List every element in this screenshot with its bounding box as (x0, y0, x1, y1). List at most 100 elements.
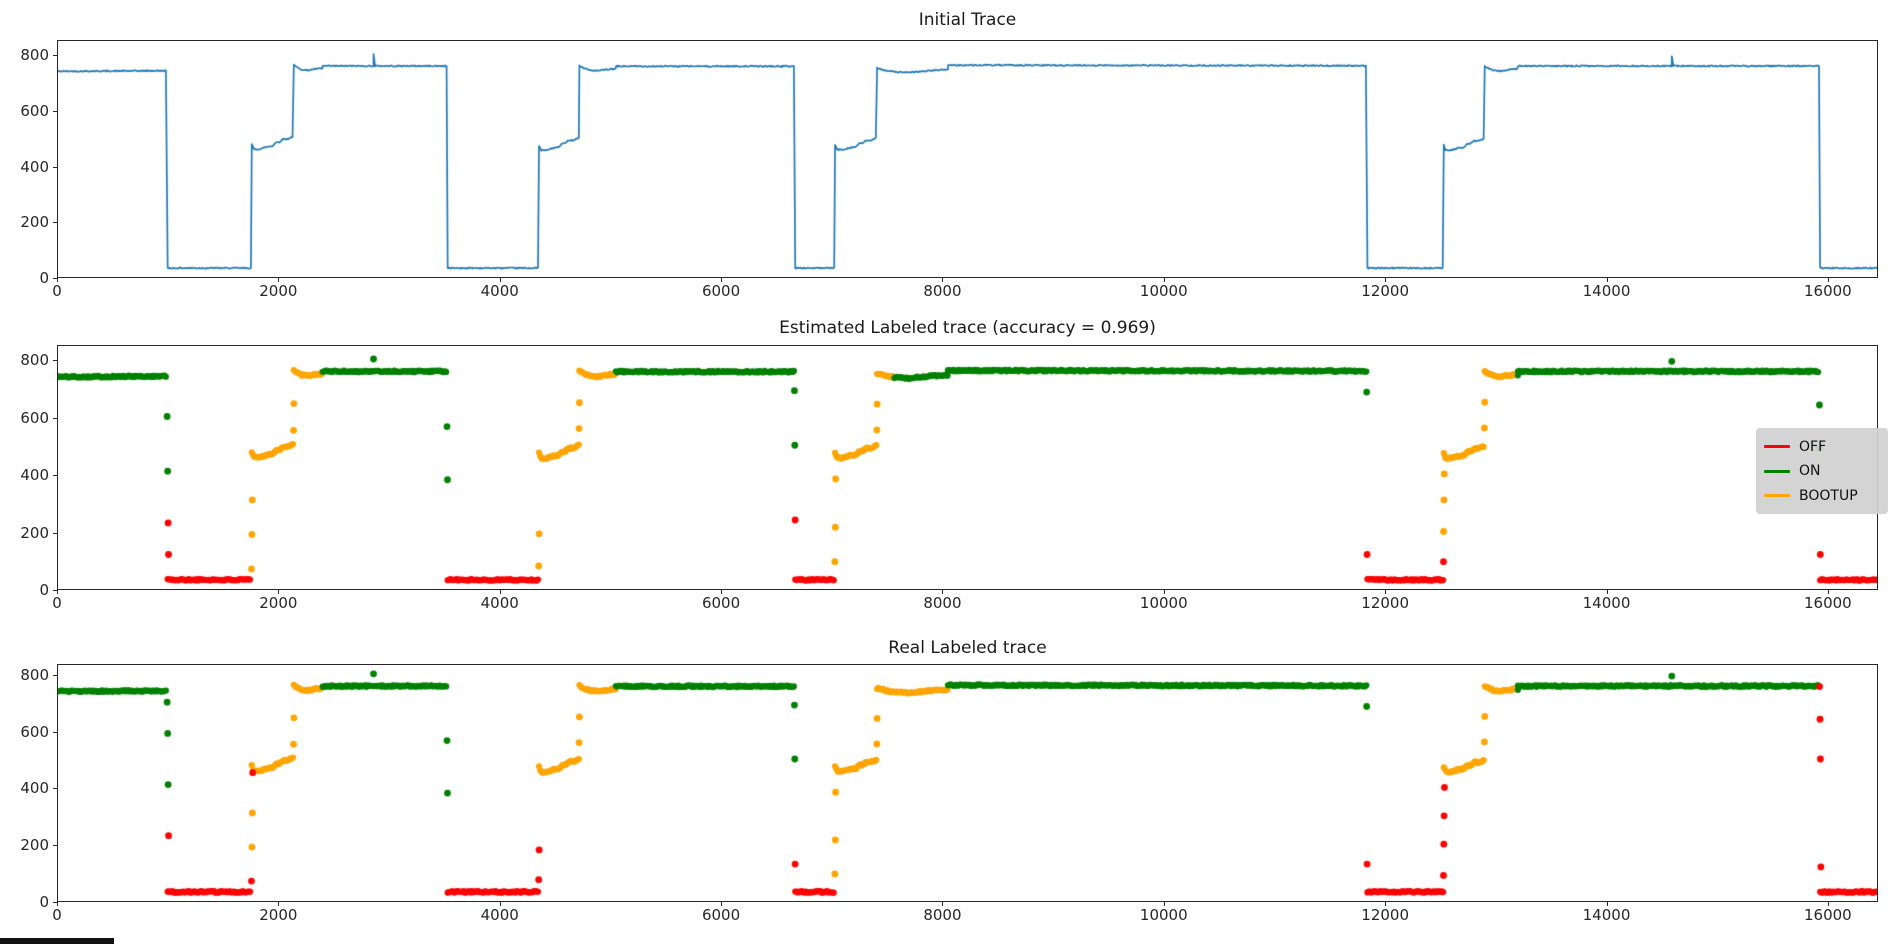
y-tick-mark (53, 731, 57, 733)
y-tick-label: 0 (39, 893, 49, 911)
x-tick-mark (1827, 278, 1829, 282)
y-tick-label: 600 (20, 722, 49, 741)
x-tick-label: 12000 (1361, 282, 1409, 300)
y-tick-mark (53, 222, 57, 224)
y-tick-mark (53, 845, 57, 847)
y-tick-mark (53, 788, 57, 790)
x-tick-mark (1385, 278, 1387, 282)
y-tick-mark (53, 110, 57, 112)
y-tick-label: 400 (20, 779, 49, 798)
y-tick-mark (53, 674, 57, 676)
x-tick-label: 16000 (1804, 282, 1852, 300)
y-tick-label: 200 (20, 523, 49, 542)
x-tick-label: 8000 (923, 594, 962, 612)
x-tick-label: 0 (52, 906, 62, 924)
x-tick-label: 2000 (259, 594, 298, 612)
x-tick-label: 8000 (923, 282, 962, 300)
y-tick-mark (53, 590, 57, 591)
x-tick-mark (57, 278, 58, 282)
x-tick-mark (278, 278, 280, 282)
x-tick-label: 0 (52, 282, 62, 300)
y-tick-label: 0 (39, 581, 49, 599)
x-tick-label: 6000 (701, 906, 741, 924)
x-tick-label: 2000 (259, 282, 298, 300)
x-tick-label: 14000 (1582, 594, 1631, 612)
legend-entry-bootup: BOOTUP (1764, 488, 1880, 504)
x-tick-label: 0 (52, 594, 62, 612)
x-tick-mark (499, 902, 501, 906)
x-tick-mark (1606, 278, 1608, 282)
x-tick-mark (499, 590, 501, 594)
y-tick-mark (53, 532, 57, 534)
x-tick-mark (721, 902, 723, 906)
real-trace-axes (57, 664, 1878, 902)
x-tick-mark (1163, 902, 1165, 906)
initial-trace-title: Initial Trace (918, 10, 1017, 30)
x-tick-label: 2000 (259, 906, 298, 924)
y-tick-label: 200 (20, 836, 49, 855)
y-tick-label: 600 (20, 101, 49, 120)
x-tick-label: 16000 (1804, 594, 1852, 612)
x-tick-mark (1827, 590, 1829, 594)
on-line-swatch (1764, 469, 1790, 473)
x-tick-label: 14000 (1582, 906, 1631, 924)
x-tick-label: 12000 (1361, 906, 1409, 924)
x-tick-label: 14000 (1582, 282, 1631, 300)
x-tick-mark (499, 278, 501, 282)
x-tick-label: 8000 (923, 906, 962, 924)
x-tick-mark (1163, 590, 1165, 594)
x-tick-mark (1606, 902, 1608, 906)
x-tick-label: 10000 (1139, 906, 1188, 924)
x-tick-mark (57, 590, 58, 594)
x-tick-mark (1827, 902, 1829, 906)
x-tick-mark (278, 590, 280, 594)
legend-entry-on: ON (1764, 463, 1880, 479)
y-tick-label: 800 (20, 351, 49, 369)
x-tick-label: 16000 (1804, 906, 1852, 924)
x-tick-mark (1163, 278, 1165, 282)
off-line-swatch (1764, 445, 1790, 448)
y-tick-label: 800 (20, 665, 49, 684)
real-trace-canvas (58, 665, 1877, 901)
x-tick-label: 12000 (1361, 594, 1409, 612)
bootup-line-swatch (1764, 494, 1790, 497)
initial-trace-axes (57, 40, 1878, 278)
x-tick-label: 10000 (1139, 594, 1188, 612)
y-tick-mark (53, 166, 57, 168)
y-tick-label: 0 (39, 269, 49, 287)
x-tick-mark (942, 590, 944, 594)
y-tick-label: 400 (20, 157, 49, 176)
x-tick-label: 4000 (480, 282, 519, 300)
legend-label-on: ON (1799, 463, 1821, 479)
initial-trace-canvas (58, 41, 1877, 277)
y-tick-mark (53, 55, 57, 56)
legend-label-off: OFF (1799, 438, 1827, 455)
y-tick-mark (53, 278, 57, 279)
x-tick-mark (942, 902, 944, 906)
x-tick-mark (278, 902, 280, 906)
real-trace-title: Real Labeled trace (888, 638, 1047, 658)
x-tick-mark (57, 902, 58, 906)
y-tick-label: 800 (20, 46, 49, 64)
x-tick-label: 4000 (480, 906, 519, 924)
y-tick-mark (53, 360, 57, 361)
x-tick-mark (1385, 590, 1387, 594)
x-tick-label: 6000 (701, 282, 741, 300)
legend-label-bootup: BOOTUP (1799, 487, 1858, 504)
x-tick-mark (721, 590, 723, 594)
x-tick-label: 4000 (480, 594, 519, 612)
y-tick-label: 400 (20, 466, 49, 484)
x-tick-mark (1385, 902, 1387, 906)
y-tick-mark (53, 417, 57, 419)
y-tick-label: 200 (20, 213, 49, 232)
x-tick-label: 10000 (1139, 282, 1188, 300)
y-tick-label: 600 (20, 408, 49, 427)
bottom-left-screen-artifact (0, 938, 114, 944)
x-tick-mark (942, 278, 944, 282)
y-tick-mark (53, 475, 57, 476)
x-tick-mark (721, 278, 723, 282)
estimated-trace-axes (57, 345, 1878, 590)
x-tick-mark (1606, 590, 1608, 594)
x-tick-label: 6000 (701, 594, 741, 612)
